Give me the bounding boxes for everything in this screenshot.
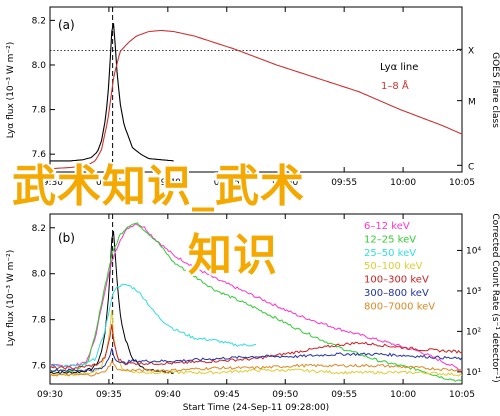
b-series-line-7 <box>50 359 462 377</box>
b-xtick-label-5: 09:55 <box>331 390 357 400</box>
b-series-line-5 <box>50 324 462 370</box>
a-xtick-label-4: 09:50 <box>272 178 298 188</box>
b-series-line-4 <box>50 309 462 377</box>
a-xtick-label-2: 09:40 <box>155 178 181 188</box>
panel-a-y-ticks: 7.6 7.8 8.0 8.2 <box>32 16 55 160</box>
a-xtick-label-5: 09:55 <box>331 178 357 188</box>
panel-b-label: (b) <box>58 231 75 245</box>
a-ytick-label-3: 8.2 <box>32 16 46 26</box>
panel-b-x-ticks: 09:30 09:35 09:40 09:45 09:50 09:55 10:00 10:05 <box>37 214 475 400</box>
a-xtick-label-3: 09:45 <box>214 178 240 188</box>
b-series-line-0 <box>50 230 174 375</box>
b-legend-entry-3: 50–100 keV <box>364 261 423 272</box>
watermark-line-1: 武术知识_武术 <box>12 161 305 212</box>
panel-a-frame <box>49 6 463 173</box>
panel-a-label: (a) <box>58 18 75 32</box>
b-xtick-label-1: 09:35 <box>96 390 122 400</box>
b-series-line-3 <box>50 283 257 368</box>
a-series-line-1 <box>50 29 462 170</box>
b-ytick-label-0: 7.6 <box>32 362 47 372</box>
panel-b-x-axis-label: Start Time (24-Sep-11 09:28:00) <box>183 403 329 413</box>
b-series-line-6 <box>50 348 462 373</box>
b-right-tick-label-0: 10¹ <box>466 368 481 378</box>
b-xtick-label-3: 09:45 <box>214 390 240 400</box>
b-legend-entry-1: 12–25 keV <box>364 234 416 245</box>
panel-b-right-axis-label: Corrected Count Rate (s⁻¹ detector⁻¹) <box>490 213 500 382</box>
b-right-tick-label-2: 10³ <box>466 287 481 297</box>
panel-a-y-axis-label: Lyα flux (10⁻³ W m⁻²) <box>6 42 16 138</box>
a-ytick-label-2: 8.0 <box>32 61 47 71</box>
panel-b: 7.67.88.08.2 09:30 09:35 09:40 09:45 09:50 09… <box>6 213 500 413</box>
b-legend-entry-2: 25–50 keV <box>364 248 416 259</box>
panel-a: 7.67.88.08.2 09:30 09:35 09:40 09:45 09:50 09… <box>6 6 500 188</box>
b-xtick-label-0: 09:30 <box>37 390 63 400</box>
watermark-line-2: 知识 <box>188 230 278 281</box>
b-right-tick-label-1: 10² <box>466 327 481 337</box>
panel-b-count-rate-ticks: 10¹ 10² 10³ 10⁴ <box>457 246 481 378</box>
a-series-line-0 <box>50 23 174 162</box>
panel-a-legend-goes: 1–8 Å <box>381 79 409 92</box>
panel-a-legend: Lyα line 1–8 Å <box>380 62 418 92</box>
panel-a-flare-class-ticks: X M C <box>457 46 476 172</box>
b-ytick-label-1: 7.8 <box>32 316 47 326</box>
panel-a-x-ticks: 09:30 09:35 09:40 09:45 09:50 09:55 10:00 10:05 <box>37 7 475 188</box>
b-xtick-label-2: 09:40 <box>155 390 181 400</box>
b-right-tick-label-3: 10⁴ <box>466 246 481 256</box>
b-ytick-label-2: 8.0 <box>32 270 47 280</box>
a-xtick-label-6: 10:00 <box>390 178 416 188</box>
panel-b-frame <box>49 213 463 385</box>
a-flare-class-0: X <box>468 46 474 56</box>
a-xtick-label-7: 10:05 <box>449 178 475 188</box>
b-legend-entry-0: 6–12 keV <box>364 221 410 232</box>
b-series-line-1 <box>50 222 462 372</box>
a-xtick-label-0: 09:30 <box>37 178 63 188</box>
b-legend-entry-6: 800–7000 keV <box>364 301 435 312</box>
a-xtick-label-1: 09:35 <box>96 178 122 188</box>
b-series-line-2 <box>50 222 462 383</box>
panel-b-y-axis-label: Lyα flux (10⁻³ W m⁻²) <box>6 250 16 346</box>
panel-a-right-axis-label: GOES Flare class <box>490 52 500 128</box>
panel-b-y-ticks: 7.6 7.8 8.0 8.2 <box>32 224 55 372</box>
watermark: 武术知识_武术 知识 <box>10 159 306 283</box>
b-xtick-label-4: 09:50 <box>272 390 298 400</box>
a-flare-class-2: C <box>468 162 474 172</box>
a-ytick-label-0: 7.6 <box>32 150 47 160</box>
b-xtick-label-7: 10:05 <box>449 390 475 400</box>
panel-a-legend-lya: Lyα line <box>380 62 418 73</box>
a-ytick-label-1: 7.8 <box>32 106 47 116</box>
b-ytick-label-3: 8.2 <box>32 224 46 234</box>
b-legend-entry-4: 100–300 keV <box>364 275 429 286</box>
b-legend-entry-5: 300–800 keV <box>364 288 429 299</box>
a-flare-class-1: M <box>468 98 476 108</box>
panel-b-legend: 6–12 keV 12–25 keV 25–50 keV 50–100 keV 100–… <box>364 221 435 312</box>
panel-a-series <box>50 23 462 170</box>
panel-b-series <box>50 222 462 383</box>
b-xtick-label-6: 10:00 <box>390 390 416 400</box>
